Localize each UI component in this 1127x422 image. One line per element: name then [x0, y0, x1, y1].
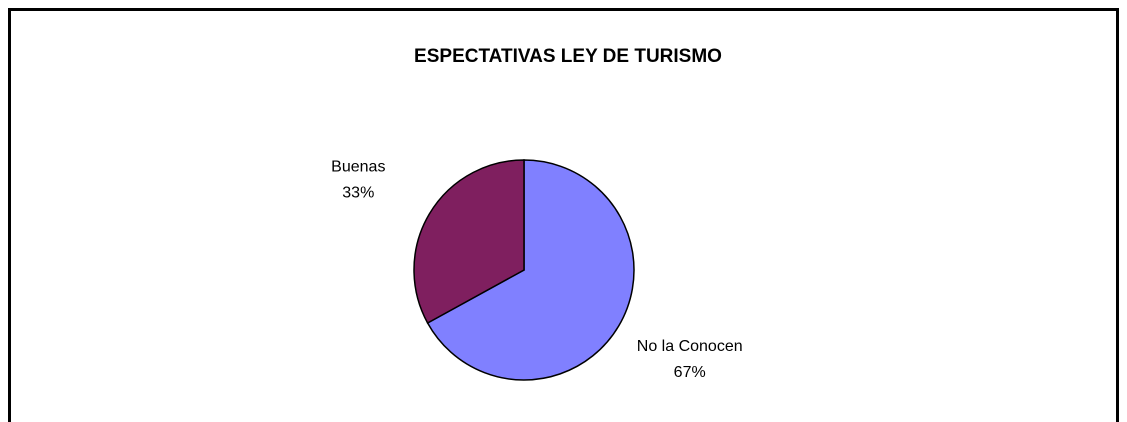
- pie-slice: [413, 159, 525, 325]
- slice-label: Buenas: [331, 159, 385, 176]
- pie-slice: [426, 159, 635, 381]
- chart-frame: [8, 8, 1119, 422]
- slice-value-label: 67%: [674, 364, 706, 381]
- slice-label: No la Conocen: [637, 338, 743, 355]
- slice-value-label: 33%: [342, 185, 374, 202]
- chart-title: ESPECTATIVAS LEY DE TURISMO: [414, 46, 722, 67]
